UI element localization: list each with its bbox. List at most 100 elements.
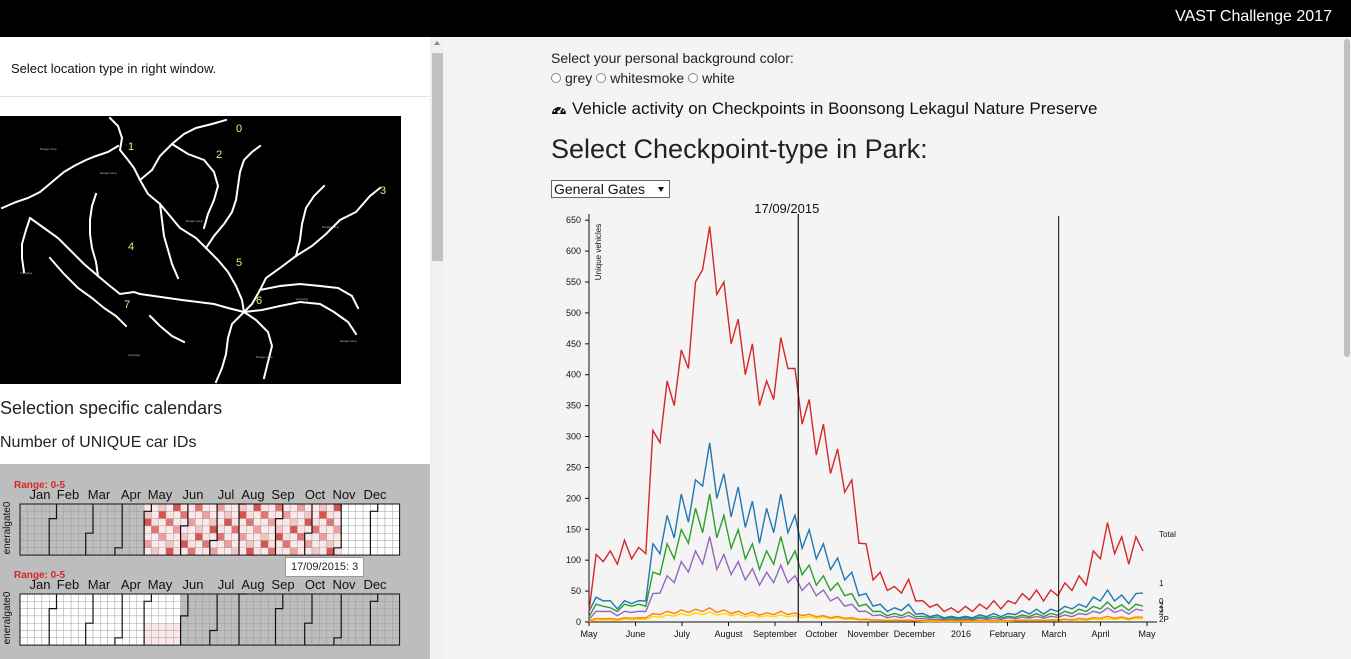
right-scrollbar[interactable] <box>1343 37 1351 659</box>
calendar-month-divider <box>274 504 284 556</box>
calendar-day-cell <box>121 615 130 624</box>
series-end-label: Total <box>1159 530 1176 539</box>
calendar-day-cell <box>319 525 327 534</box>
calendar-day-cell <box>56 615 65 624</box>
radio-whitesmoke[interactable] <box>596 73 607 83</box>
calendar-day-cell <box>260 637 269 646</box>
calendar-day-cell <box>311 547 320 556</box>
calendar-day-cell <box>143 637 152 646</box>
calendar-day-cell <box>202 593 211 602</box>
calendar-day-cell <box>63 547 72 556</box>
calendar-day-cell <box>129 540 138 549</box>
calendar-day-cell <box>253 593 262 602</box>
calendar-day-cell <box>253 615 262 624</box>
calendar-day-cell <box>253 630 262 639</box>
checkpoint-type-value: General Gates <box>554 181 646 197</box>
calendar-day-cell <box>362 622 371 631</box>
calendar-day-cell <box>268 637 276 646</box>
calendar-month-divider <box>369 504 379 556</box>
calendar-day-cell <box>282 601 291 609</box>
calendar-day-cell <box>180 615 189 624</box>
calendar-day-cell <box>70 511 79 519</box>
calendar-month-divider <box>369 594 379 646</box>
calendar-day-cell <box>326 518 335 527</box>
calendar-day-cell <box>34 511 43 519</box>
calendar-day-cell <box>187 615 196 624</box>
calendar-day-cell <box>253 608 262 617</box>
calendar-day-cell <box>238 511 247 519</box>
calendar-day-cell <box>107 622 116 631</box>
series-line <box>588 442 1144 619</box>
calendar-day-cell <box>348 547 357 556</box>
map-node-label: 2 <box>216 149 222 161</box>
calendar-day-cell <box>78 511 86 519</box>
calendar-day-cell <box>63 637 72 646</box>
activity-chart[interactable]: 0 50 100 150 200 250 300 350 400 450 500 550 600 650 U… <box>551 198 1341 659</box>
left-scrollbar-thumb[interactable] <box>432 53 443 261</box>
calendar-day-cell <box>282 525 291 534</box>
checkpoint-type-dropdown[interactable]: General Gates <box>551 180 670 198</box>
calendar-day-cell <box>246 511 254 519</box>
series-end-label: 2 <box>1159 601 1164 610</box>
calendar-day-cell <box>129 518 138 527</box>
calendar-day-cell <box>85 601 94 609</box>
calendar-day-cell <box>268 547 276 556</box>
calendar-day-cell <box>238 503 247 512</box>
calendar-day-cell <box>370 540 378 549</box>
calendar-day-cell <box>216 511 225 519</box>
calendar-day-cell <box>268 540 276 549</box>
calendar-day-cell <box>121 532 130 541</box>
scroll-up-icon[interactable] <box>434 41 440 45</box>
right-scrollbar-thumb[interactable] <box>1344 39 1350 357</box>
calendar-day-cell <box>326 593 335 602</box>
calendar-day-cell <box>92 547 101 556</box>
calendar-day-cell <box>326 511 335 519</box>
calendar-day-cell <box>289 637 298 646</box>
calendar-day-cell <box>100 547 108 556</box>
calendar-month-divider <box>209 594 218 646</box>
calendar-day-cell <box>392 525 400 534</box>
calendar-day-cell <box>151 525 159 534</box>
calendar-day-cell <box>158 525 167 534</box>
park-map[interactable]: 0 1 2 3 4 5 6 7 Ranger-stop Ranger-stop Ranger-st… <box>0 116 401 384</box>
calendar-month-label: Mar <box>88 487 111 502</box>
calendar-day-cell <box>275 637 284 646</box>
calendar-day-cell <box>136 511 145 519</box>
calendar-day-cell <box>136 630 145 639</box>
calendar-day-cell <box>49 525 57 534</box>
calendar-day-cell <box>355 630 364 639</box>
calendar-day-cell <box>246 540 254 549</box>
radio-white[interactable] <box>688 73 699 83</box>
calendar-day-cell <box>268 593 276 602</box>
calendar-day-cell <box>282 608 291 617</box>
calendar-day-cell <box>129 637 138 646</box>
calendar-day-cell <box>70 637 79 646</box>
left-scrollbar[interactable] <box>430 37 445 659</box>
calendar-day-cell <box>362 593 371 602</box>
calendar-day-cell <box>187 608 196 617</box>
calendar-day-cell <box>70 503 79 512</box>
calendar-month-label: Aug <box>241 487 264 502</box>
calendar-day-cell <box>70 615 79 624</box>
calendar-day-cell <box>27 540 35 549</box>
calendar-day-cell <box>78 525 86 534</box>
calendar-month-divider <box>238 503 247 556</box>
calendar-month-label: Aug <box>241 577 264 592</box>
calendar-day-cell <box>216 622 225 631</box>
calendar-month-divider <box>143 594 152 646</box>
calendar-day-cell <box>27 503 35 512</box>
calendar-day-cell <box>355 547 364 556</box>
calendar-day-cell <box>121 608 130 617</box>
calendar-day-cell <box>348 525 357 534</box>
radio-grey[interactable] <box>551 73 561 83</box>
calendar-day-cell <box>384 630 393 639</box>
calendar-day-cell <box>209 593 218 602</box>
brand-title[interactable]: VAST Challenge 2017 <box>1175 8 1332 25</box>
calendar-day-cell <box>231 615 240 624</box>
calendar-month-divider <box>114 594 123 646</box>
calendar-day-cell <box>384 503 393 512</box>
calendar-day-cell <box>282 622 291 631</box>
calendar-day-cell <box>56 601 65 609</box>
calendar-day-cell <box>326 622 335 631</box>
